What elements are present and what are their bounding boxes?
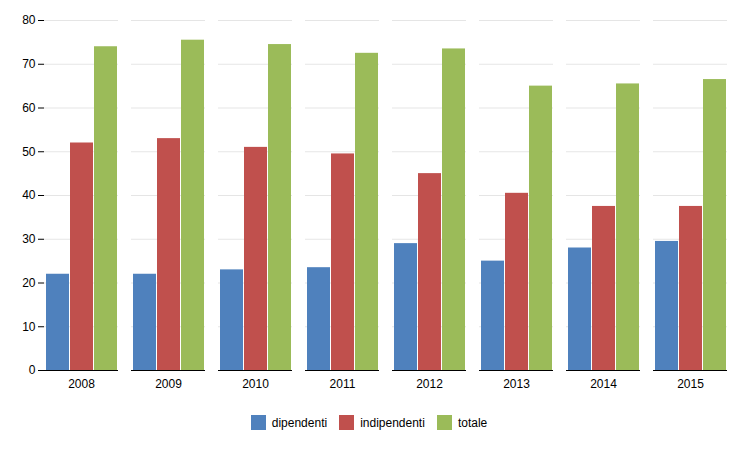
html-text:dipendenti: dipendenti [271,415,328,430]
html-text:totale: totale [457,415,488,430]
svg-text:2009: 2009 [155,377,182,391]
svg-text:2013: 2013 [503,377,530,391]
svg-text:2015: 2015 [677,377,704,391]
svg-text:2014: 2014 [590,377,617,391]
svg-text:2010: 2010 [242,377,269,391]
svg-text:2011: 2011 [330,377,356,391]
html-text:indipendenti: indipendenti [360,415,425,430]
svg-text:30: 30 [22,232,36,246]
svg-text:80: 80 [22,13,36,27]
svg-text:0: 0 [29,363,36,377]
svg-text:2008: 2008 [68,377,95,391]
svg-text:2012: 2012 [416,377,443,391]
svg-text:10: 10 [22,320,36,334]
svg-text:40: 40 [22,188,36,202]
svg-text:50: 50 [22,145,36,159]
svg-text:20: 20 [22,276,36,290]
svg-text:70: 70 [22,57,36,71]
svg-text:60: 60 [22,101,36,115]
